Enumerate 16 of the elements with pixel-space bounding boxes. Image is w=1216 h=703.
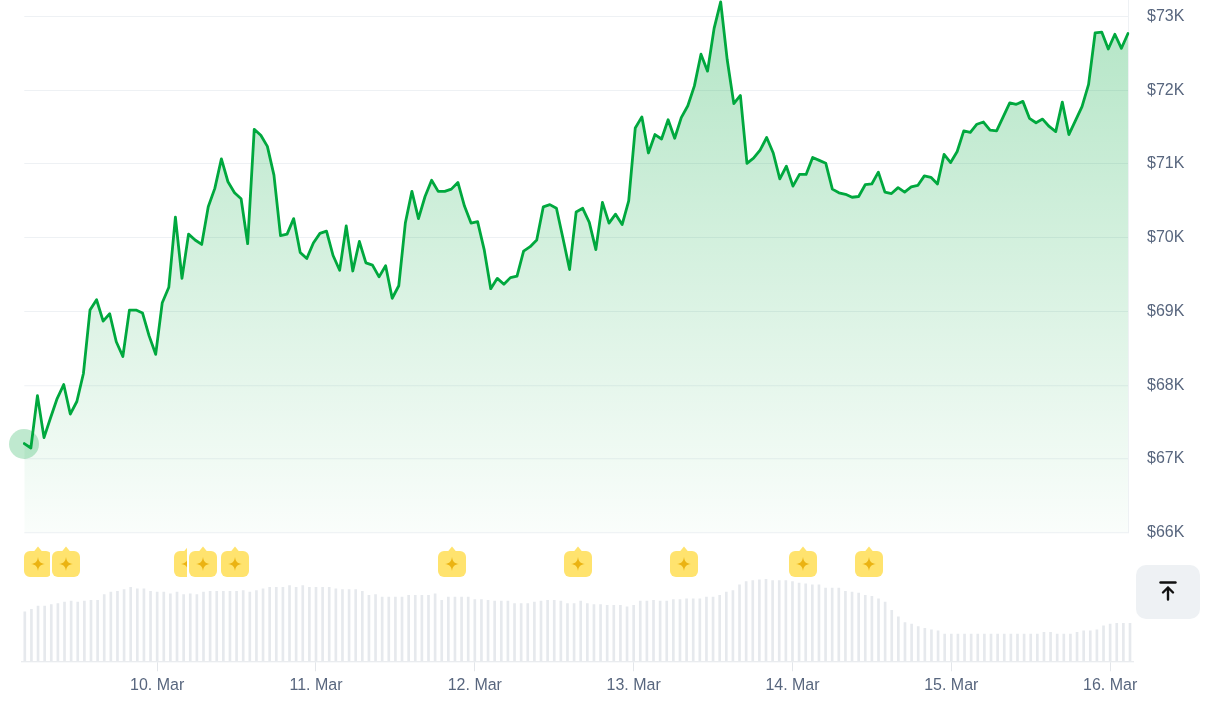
- scroll-top-button[interactable]: [1136, 565, 1200, 619]
- y-tick-label: $69K: [1147, 302, 1185, 320]
- x-tick-label: 10. Mar: [130, 676, 185, 694]
- x-tick-label: 13. Mar: [606, 676, 662, 694]
- x-tick-label: 16. Mar: [1083, 676, 1138, 694]
- y-tick-label: $70K: [1147, 228, 1185, 246]
- x-tick-label: 14. Mar: [765, 676, 821, 694]
- x-tick-label: 12. Mar: [447, 676, 503, 694]
- x-tick-label: 11. Mar: [289, 676, 344, 694]
- y-tick-label: $68K: [1147, 376, 1185, 394]
- x-tick-label: 15. Mar: [924, 676, 980, 694]
- y-tick-label: $72K: [1147, 81, 1185, 99]
- y-tick-label: $73K: [1147, 7, 1185, 25]
- y-tick-label: $71K: [1147, 154, 1185, 172]
- y-tick-label: $67K: [1147, 449, 1185, 467]
- y-tick-label: $66K: [1147, 523, 1185, 541]
